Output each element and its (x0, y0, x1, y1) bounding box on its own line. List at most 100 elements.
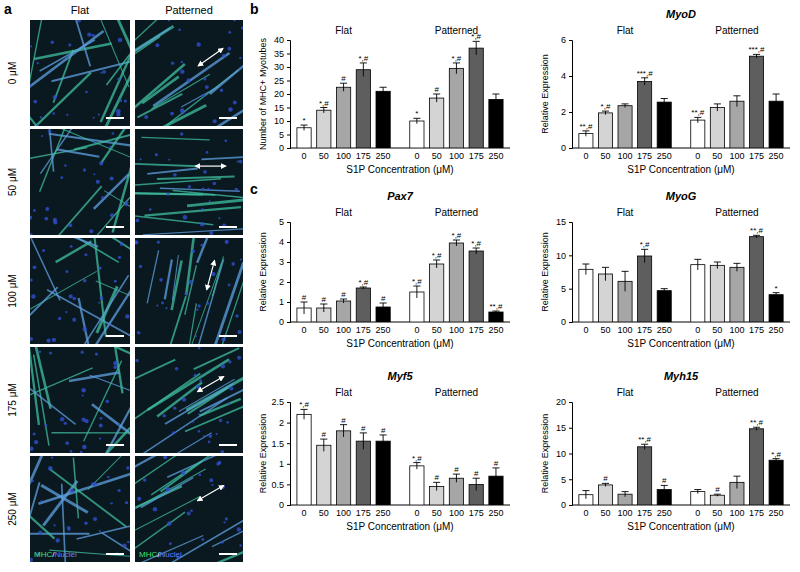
fiber (83, 174, 130, 235)
nucleus (66, 114, 68, 116)
nucleus (122, 544, 126, 548)
nucleus (182, 397, 186, 401)
y-tick-mark (287, 505, 290, 506)
nucleus (165, 307, 167, 309)
nucleus (168, 159, 170, 161)
y-tick-label: 0 (561, 500, 566, 510)
alignment-arrow (198, 48, 223, 65)
x-tick-label: 175 (749, 508, 764, 518)
error-bar (300, 125, 307, 130)
y-tick: 40 (274, 35, 290, 45)
x-tick-label: 100 (618, 508, 633, 518)
nucleus (233, 100, 237, 104)
x-tick-label: 250 (488, 508, 503, 518)
y-tick-mark (287, 322, 290, 323)
error-bar (602, 483, 609, 486)
y-tick-mark (569, 402, 572, 403)
error-bar-cap (582, 264, 589, 265)
nucleus (239, 544, 241, 546)
significance-label: # (662, 476, 667, 485)
significance-label: *,# (412, 277, 422, 286)
nucleus (233, 20, 235, 21)
nucleus (58, 317, 61, 320)
nucleus (83, 279, 87, 283)
bar (336, 431, 350, 505)
significance-label: * (775, 284, 778, 293)
fiber (197, 238, 214, 263)
error-bar-stem (304, 125, 305, 130)
fiber (194, 348, 239, 369)
fiber (30, 347, 39, 425)
error-bar (773, 94, 780, 108)
fiber (151, 74, 209, 109)
bar (489, 99, 503, 148)
nucleus (241, 26, 243, 29)
nucleus (44, 424, 47, 427)
bar (376, 441, 390, 505)
x-tick-label: 0 (414, 151, 419, 161)
y-tick: 15 (556, 423, 572, 433)
nucleus (60, 176, 63, 179)
nucleus (69, 294, 73, 298)
y-tick-label: 2 (279, 418, 284, 428)
fiber (181, 87, 218, 107)
significance-label: **,# (691, 108, 704, 117)
x-tick-label: 50 (432, 508, 442, 518)
nucleus (118, 38, 123, 43)
nucleus (112, 132, 115, 135)
nucleus (105, 400, 109, 404)
y-tick: 1 (279, 459, 290, 469)
x-tick-label: 250 (769, 508, 784, 518)
error-bar-stem (644, 249, 645, 262)
y-tick: 6 (561, 35, 572, 45)
error-bar-stem (436, 94, 437, 102)
nucleus (30, 447, 34, 451)
error-bar (582, 264, 589, 275)
fiber (74, 131, 130, 150)
plot-area (579, 54, 783, 148)
fiber (212, 262, 243, 344)
y-tick-mark (287, 81, 290, 82)
nucleus (213, 119, 217, 123)
x-tick-label: 50 (432, 325, 442, 335)
fiber (30, 368, 93, 403)
error-bar (641, 444, 648, 449)
nucleus (33, 432, 36, 435)
bar (297, 414, 311, 505)
error-bar-stem (495, 94, 496, 105)
y-tick: 35 (274, 49, 290, 59)
fiber (101, 53, 130, 122)
nucleus (135, 359, 138, 362)
significance-label: # (341, 416, 346, 425)
panel-label: a (4, 1, 12, 17)
nucleus (161, 302, 164, 305)
nucleus (216, 433, 218, 435)
fiber (141, 478, 193, 508)
error-bar (340, 83, 347, 91)
error-bar-stem (476, 41, 477, 55)
y-tick-mark (287, 148, 290, 149)
scale-bar (106, 444, 124, 446)
nucleus (224, 140, 227, 143)
fiber (157, 176, 235, 178)
nucleus (198, 474, 201, 477)
error-bar (453, 63, 460, 74)
chart: 012345050100175250050100175250###*,##*,#… (258, 190, 510, 349)
error-bar (473, 41, 480, 55)
fiber (53, 50, 73, 103)
nucleus (110, 213, 114, 217)
error-bar-stem (717, 262, 718, 269)
error-bar-stem (383, 87, 384, 95)
micrograph-background (135, 129, 243, 235)
nucleus (135, 507, 136, 510)
y-tick-mark (287, 121, 290, 122)
nucleus (183, 215, 188, 220)
nucleus (235, 314, 238, 317)
nucleus (99, 161, 103, 165)
y-tick-label: 2.5 (271, 397, 284, 407)
fiber (35, 73, 91, 126)
error-bar (582, 131, 589, 136)
nucleus (64, 422, 67, 425)
y-tick: 4 (279, 237, 290, 247)
significance-label: *,# (412, 454, 422, 463)
